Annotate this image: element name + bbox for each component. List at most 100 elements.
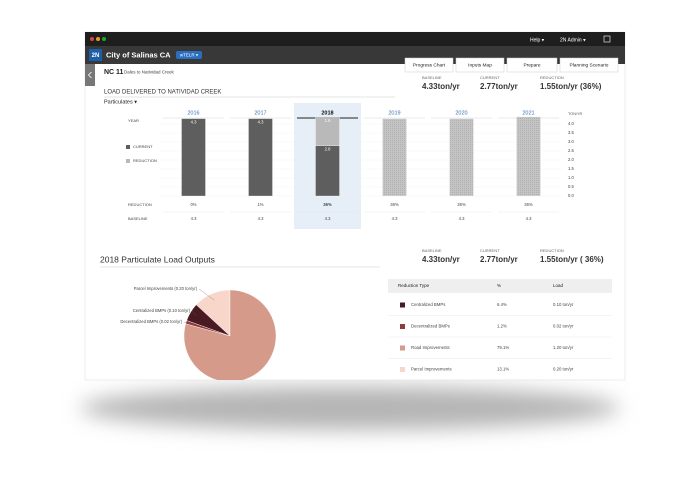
- baseline-cell: 4.3: [459, 216, 465, 221]
- table-cell: Parcel Improvements: [411, 367, 452, 372]
- table-cell: 6.4%: [497, 302, 507, 307]
- section-title: LOAD DELIVERED TO NATIVIDAD CREEK: [104, 90, 221, 96]
- y-tick-label: 4.0: [568, 121, 574, 126]
- summary-value: 2.77ton/yr: [480, 255, 518, 264]
- bar-label: 4.3: [258, 120, 264, 125]
- table-header-cell: Reduction Type: [398, 283, 430, 288]
- callout-line: [191, 310, 197, 316]
- summary-value: 4.33ton/yr: [422, 82, 460, 91]
- reduction-cell: 1%: [257, 202, 263, 207]
- summary-value: 1.55ton/yr ( 36%): [540, 255, 604, 264]
- reduction-cell: 36%: [323, 202, 332, 207]
- tab-label: Inputs Map: [468, 62, 492, 68]
- bar: [181, 118, 206, 197]
- summary-label: CURRENT: [480, 248, 500, 253]
- y-tick-label: 1.5: [568, 166, 574, 171]
- baseline-cell: 4.3: [258, 216, 264, 221]
- logo-text: 2N: [92, 53, 100, 59]
- x-tick-label: 2017: [254, 110, 266, 116]
- y-tick-label: 0.0: [568, 193, 574, 198]
- app-title: City of Salinas CA: [106, 50, 171, 59]
- reduction-cell: 36%: [524, 202, 533, 207]
- baseline-cell: 4.3: [526, 216, 532, 221]
- tab[interactable]: [559, 57, 619, 73]
- tab[interactable]: [506, 57, 558, 73]
- x-tick-label: 2018: [321, 110, 333, 116]
- dot: [96, 37, 100, 41]
- y-tick-label: 2.5: [568, 148, 574, 153]
- reduction-cell: 36%: [457, 202, 466, 207]
- table-cell: 0.10 ton/yr: [553, 302, 574, 307]
- bar: [516, 116, 541, 197]
- tab[interactable]: [455, 57, 505, 73]
- outputs-title: 2018 Particulate Load Outputs: [100, 254, 215, 264]
- table-cell: Road Improvements: [411, 345, 450, 350]
- summary-label: REDUCTION: [540, 248, 564, 253]
- product-label: wTELR ▾: [180, 53, 199, 58]
- pie-callout: Parcel Improvements (0.20 ton/yr): [134, 286, 198, 291]
- x-tick-label: 2019: [388, 110, 400, 116]
- summary-label: CURRENT: [480, 75, 500, 80]
- table-header-cell: Load: [553, 283, 564, 288]
- bar: [248, 118, 273, 197]
- baseline-cell: 4.3: [191, 216, 197, 221]
- row-label: YEAR: [128, 118, 139, 123]
- pie-callout: Centralized BMPs (0.10 ton/yr): [133, 308, 191, 313]
- summary-value: 1.55ton/yr (36%): [540, 82, 602, 91]
- back-arrow: [87, 71, 92, 79]
- table-cell: Decentralized BMPs: [411, 324, 450, 329]
- legend-label: CURRENT: [133, 144, 153, 149]
- y-tick-label: 2.0: [568, 157, 574, 162]
- product-pill[interactable]: [176, 51, 202, 59]
- tab[interactable]: [404, 57, 454, 73]
- parameter-select[interactable]: Particulates ▾: [104, 99, 137, 105]
- tab-label: Prepare: [523, 62, 540, 68]
- table-header: [388, 279, 612, 293]
- back-button[interactable]: [85, 64, 95, 86]
- summary-label: REDUCTION: [540, 75, 564, 80]
- row-label: REDUCTION: [128, 202, 152, 207]
- baseline-cell: 4.3: [325, 216, 331, 221]
- callout-line: [198, 288, 215, 301]
- y-tick-label: 3.5: [568, 130, 574, 135]
- dot: [102, 37, 106, 41]
- bar-label: 4.3: [191, 120, 197, 125]
- bar-label: 2.8: [325, 147, 331, 152]
- shadow: [80, 386, 620, 430]
- axis-label: TON/YR: [568, 112, 583, 116]
- summary-label: BASELINE: [422, 248, 442, 253]
- top-bar: [85, 32, 625, 46]
- bar: [449, 118, 474, 197]
- tab-label: Progress Chart: [413, 62, 446, 68]
- table-cell: 0.20 ton/yr: [553, 367, 574, 372]
- summary-label: BASELINE: [422, 75, 442, 80]
- row-swatch: [400, 302, 405, 308]
- table-header-cell: %: [497, 283, 501, 288]
- bar-label: 1.6: [325, 118, 331, 123]
- row-label: BASELINE: [128, 216, 148, 221]
- x-tick-label: 2021: [522, 110, 534, 116]
- summary-value: 4.33ton/yr: [422, 255, 460, 264]
- legend-swatch: [126, 159, 130, 163]
- baseline-cell: 4.3: [392, 216, 398, 221]
- y-tick-label: 1.0: [568, 175, 574, 180]
- expand-icon[interactable]: [603, 35, 611, 43]
- location-code: NC 11: [104, 69, 124, 76]
- table-cell: 1.2%: [497, 324, 507, 329]
- y-tick-label: 3.0: [568, 139, 574, 144]
- content: Progress Chart Inputs Map Prepare Planning …: [120, 57, 619, 380]
- table-cell: 1.20 ton/yr: [553, 345, 574, 350]
- x-tick-label: 2020: [455, 110, 467, 116]
- summary-value: 2.77ton/yr: [480, 82, 518, 91]
- location-name: Dales to Natividad Creek: [124, 70, 175, 75]
- pie-slice: [183, 289, 277, 380]
- bar: [315, 145, 340, 197]
- callout-line: [183, 321, 193, 325]
- bar: [382, 118, 407, 197]
- table-cell: Centralized BMPs: [411, 302, 445, 307]
- help-menu[interactable]: Help ▾: [530, 37, 545, 43]
- user-menu[interactable]: 2N Admin ▾: [560, 37, 586, 43]
- row-swatch: [400, 345, 405, 351]
